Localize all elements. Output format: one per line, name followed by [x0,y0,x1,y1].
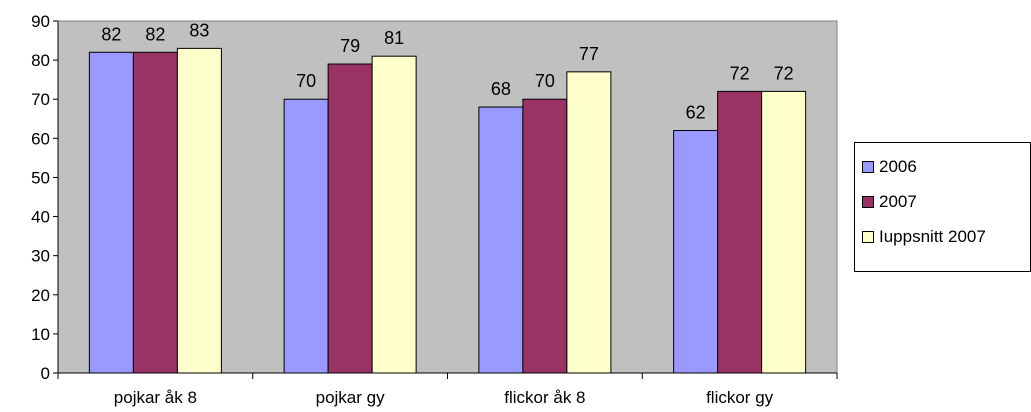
data-label-2007-1: 82 [145,24,165,44]
bar-2006-2 [283,98,329,374]
x-tick-label: flickor gy [706,388,774,407]
data-label-2006-1: 82 [101,24,121,44]
legend-item-iuppsnitt-2007: Iuppsnitt 2007 [862,226,986,248]
data-label-iuppsnitt-2007-4: 72 [774,63,794,83]
bar-iuppsnitt-2007-4 [761,90,807,374]
data-label-2007-4: 72 [730,63,750,83]
bar-2006-3 [478,106,524,374]
legend-label-iuppsnitt-2007: Iuppsnitt 2007 [879,227,986,246]
bar-2006-4 [673,130,719,374]
legend-label-2007: 2007 [879,192,917,211]
y-tick-label: 20 [31,286,50,305]
legend-item-2007: 2007 [862,191,917,213]
data-label-2007-3: 70 [535,71,555,91]
legend-label-2006: 2006 [879,157,917,176]
data-label-2006-3: 68 [491,79,511,99]
bar-2007-1 [132,51,178,374]
y-tick-label: 50 [31,168,50,187]
y-tick-label: 60 [31,129,50,148]
y-tick-label: 0 [41,364,50,383]
bar-iuppsnitt-2007-1 [176,47,222,374]
data-label-2006-4: 62 [686,103,706,123]
bar-2007-3 [522,98,568,374]
axes: pojkar åk 8 pojkar gy flickor åk 8 flickor … [31,12,838,407]
data-label-iuppsnitt-2007-3: 77 [579,44,599,64]
bar-2007-4 [717,90,763,374]
data-label-iuppsnitt-2007-1: 83 [189,20,209,40]
legend-item-2006: 2006 [862,156,917,178]
y-tick-label: 80 [31,51,50,70]
legend: 2006 2007 Iuppsnitt 2007 [854,142,1031,272]
data-label-2007-2: 79 [340,36,360,56]
y-tick-label: 40 [31,208,50,227]
bar-2007-2 [327,63,373,374]
bar-2006-1 [88,51,134,374]
y-tick-label: 10 [31,325,50,344]
legend-swatch-iuppsnitt-2007 [862,231,874,243]
y-tick-label: 30 [31,247,50,266]
legend-swatch-2007 [862,196,874,208]
x-tick-label: flickor åk 8 [504,388,585,407]
data-label-iuppsnitt-2007-2: 81 [384,28,404,48]
x-tick-label: pojkar åk 8 [114,388,197,407]
bars [88,47,807,374]
y-tick-label: 70 [31,90,50,109]
bar-iuppsnitt-2007-3 [566,71,612,374]
legend-swatch-2006 [862,161,874,173]
bar-iuppsnitt-2007-2 [371,55,417,374]
data-labels: 82 82 83 70 79 81 68 70 77 62 72 72 [101,20,793,122]
data-label-2006-2: 70 [296,71,316,91]
y-tick-label: 90 [31,12,50,31]
x-tick-label: pojkar gy [316,388,385,407]
